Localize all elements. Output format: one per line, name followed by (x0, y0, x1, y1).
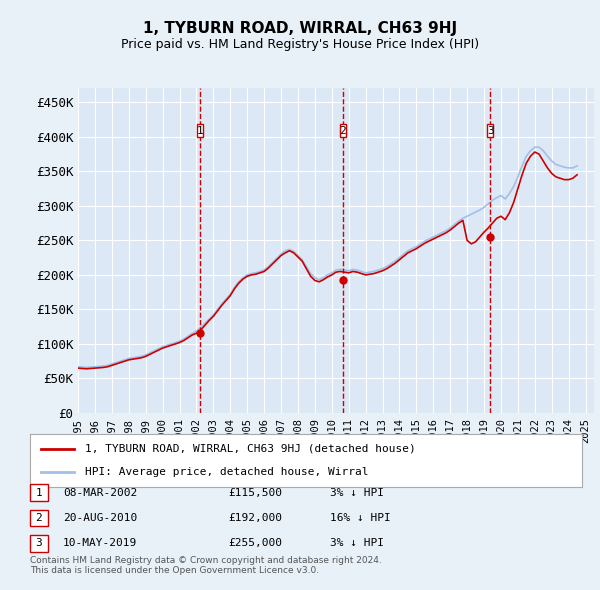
Text: 1: 1 (35, 488, 43, 497)
Text: 3% ↓ HPI: 3% ↓ HPI (330, 539, 384, 548)
Text: £115,500: £115,500 (228, 488, 282, 497)
Text: 3: 3 (35, 539, 43, 548)
Text: HPI: Average price, detached house, Wirral: HPI: Average price, detached house, Wirr… (85, 467, 368, 477)
FancyBboxPatch shape (197, 124, 203, 137)
Text: 1, TYBURN ROAD, WIRRAL, CH63 9HJ (detached house): 1, TYBURN ROAD, WIRRAL, CH63 9HJ (detach… (85, 444, 416, 454)
FancyBboxPatch shape (487, 124, 493, 137)
Text: 2: 2 (339, 126, 346, 136)
Text: 10-MAY-2019: 10-MAY-2019 (63, 539, 137, 548)
Text: £192,000: £192,000 (228, 513, 282, 523)
Text: 3: 3 (487, 126, 493, 136)
Text: 16% ↓ HPI: 16% ↓ HPI (330, 513, 391, 523)
FancyBboxPatch shape (340, 124, 346, 137)
Text: 1, TYBURN ROAD, WIRRAL, CH63 9HJ: 1, TYBURN ROAD, WIRRAL, CH63 9HJ (143, 21, 457, 35)
Text: Contains HM Land Registry data © Crown copyright and database right 2024.
This d: Contains HM Land Registry data © Crown c… (30, 556, 382, 575)
Text: 20-AUG-2010: 20-AUG-2010 (63, 513, 137, 523)
Text: 08-MAR-2002: 08-MAR-2002 (63, 488, 137, 497)
Text: 1: 1 (196, 126, 203, 136)
Text: £255,000: £255,000 (228, 539, 282, 548)
Text: 2: 2 (35, 513, 43, 523)
Text: 3% ↓ HPI: 3% ↓ HPI (330, 488, 384, 497)
Text: Price paid vs. HM Land Registry's House Price Index (HPI): Price paid vs. HM Land Registry's House … (121, 38, 479, 51)
